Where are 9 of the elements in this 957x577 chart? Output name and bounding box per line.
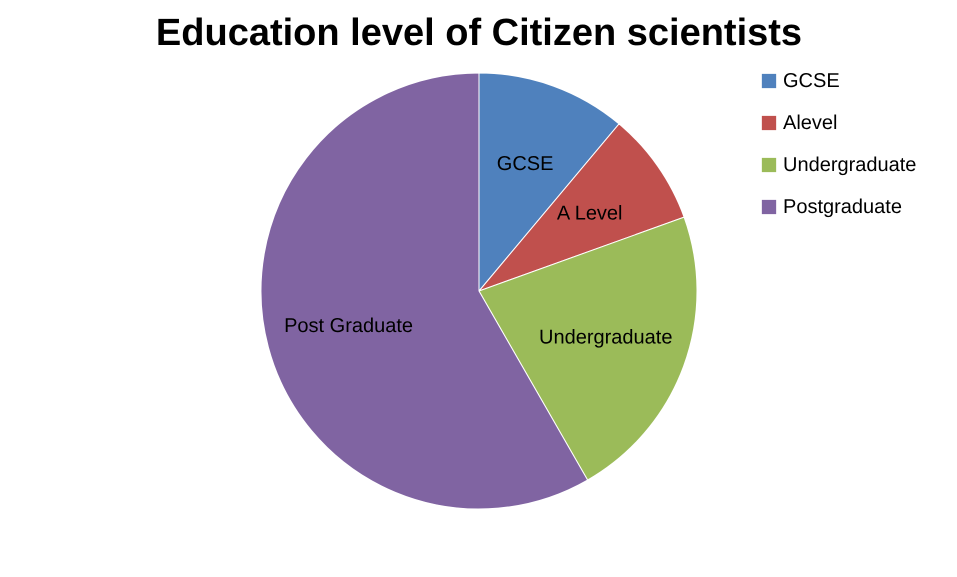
data-label: Post Graduate [284,314,414,337]
data-label: A Level [556,202,622,225]
legend-label: Undergraduate [783,154,916,176]
data-label: Undergraduate [539,326,672,349]
data-label: GCSE [496,153,554,176]
legend-label: Postgraduate [783,196,902,218]
legend-label: Alevel [783,112,838,134]
chart-title: Education level of Citizen scientists [156,12,802,54]
legend-label: GCSE [783,70,840,92]
